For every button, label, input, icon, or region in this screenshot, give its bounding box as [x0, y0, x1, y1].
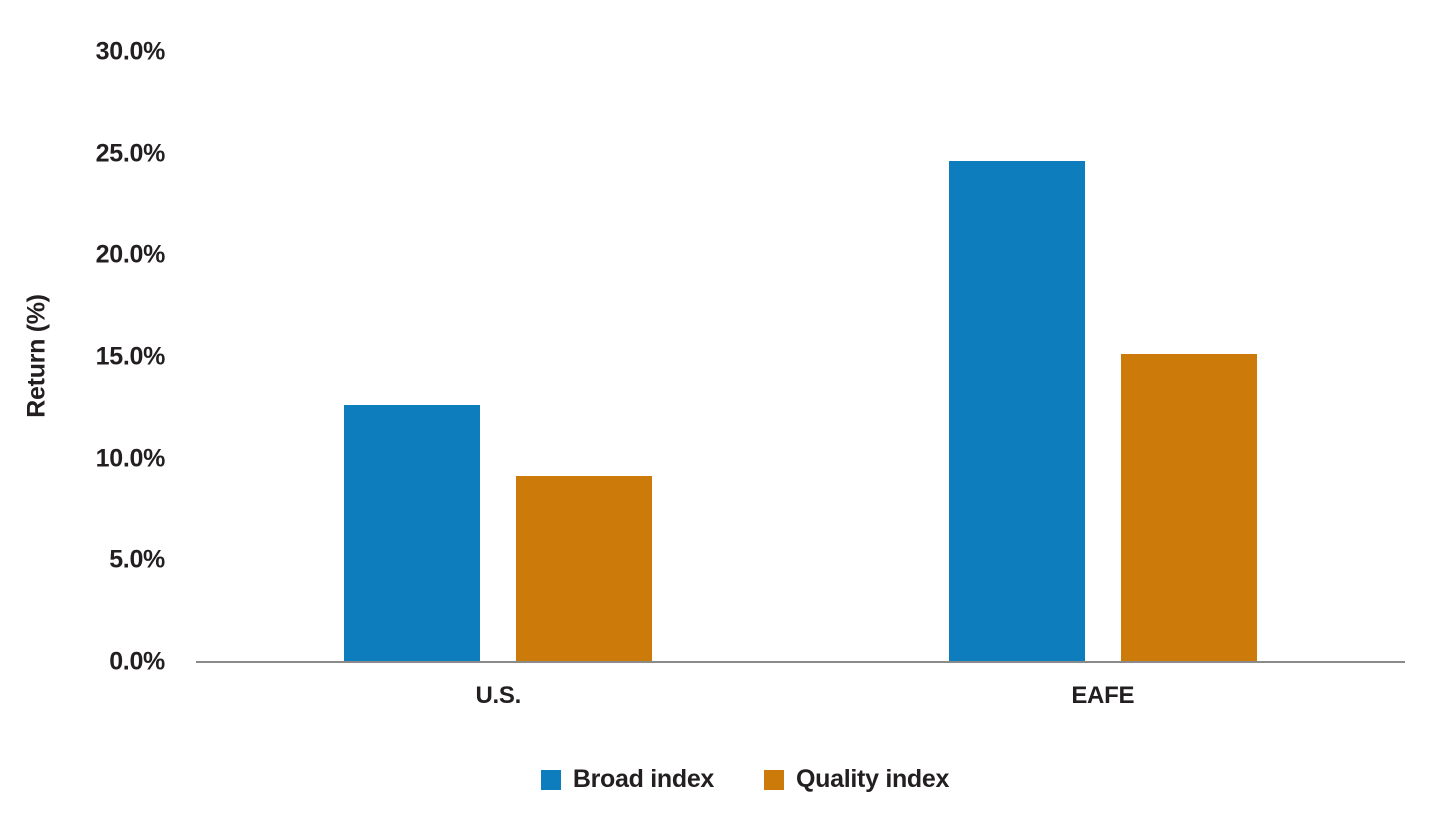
chart-legend: Broad index Quality index [30, 765, 1430, 794]
legend-item-broad-index: Broad index [540, 765, 715, 794]
y-tick-label: 25.0% [95, 139, 166, 168]
x-category-label: EAFE [1071, 682, 1135, 709]
y-axis-title: Return (%) [22, 294, 51, 418]
bar-u-s-quality-index [516, 475, 653, 661]
y-tick-label: 10.0% [95, 444, 166, 473]
y-tick-label: 30.0% [95, 37, 166, 66]
x-category-label: U.S. [475, 682, 522, 709]
bar-eafe-quality-index [1120, 353, 1257, 661]
legend-swatch [540, 769, 561, 790]
x-axis-line [196, 661, 1405, 663]
y-tick-label: 20.0% [95, 240, 166, 269]
bar-eafe-broad-index [948, 160, 1085, 661]
y-tick-label: 0.0% [109, 647, 165, 676]
bar-u-s-broad-index [344, 404, 481, 661]
y-tick-label: 5.0% [109, 545, 165, 574]
legend-label: Broad index [572, 765, 715, 793]
legend-item-quality-index: Quality index [764, 765, 949, 794]
legend-swatch [764, 769, 785, 790]
legend-label: Quality index [796, 765, 950, 793]
y-tick-label: 15.0% [95, 342, 166, 371]
